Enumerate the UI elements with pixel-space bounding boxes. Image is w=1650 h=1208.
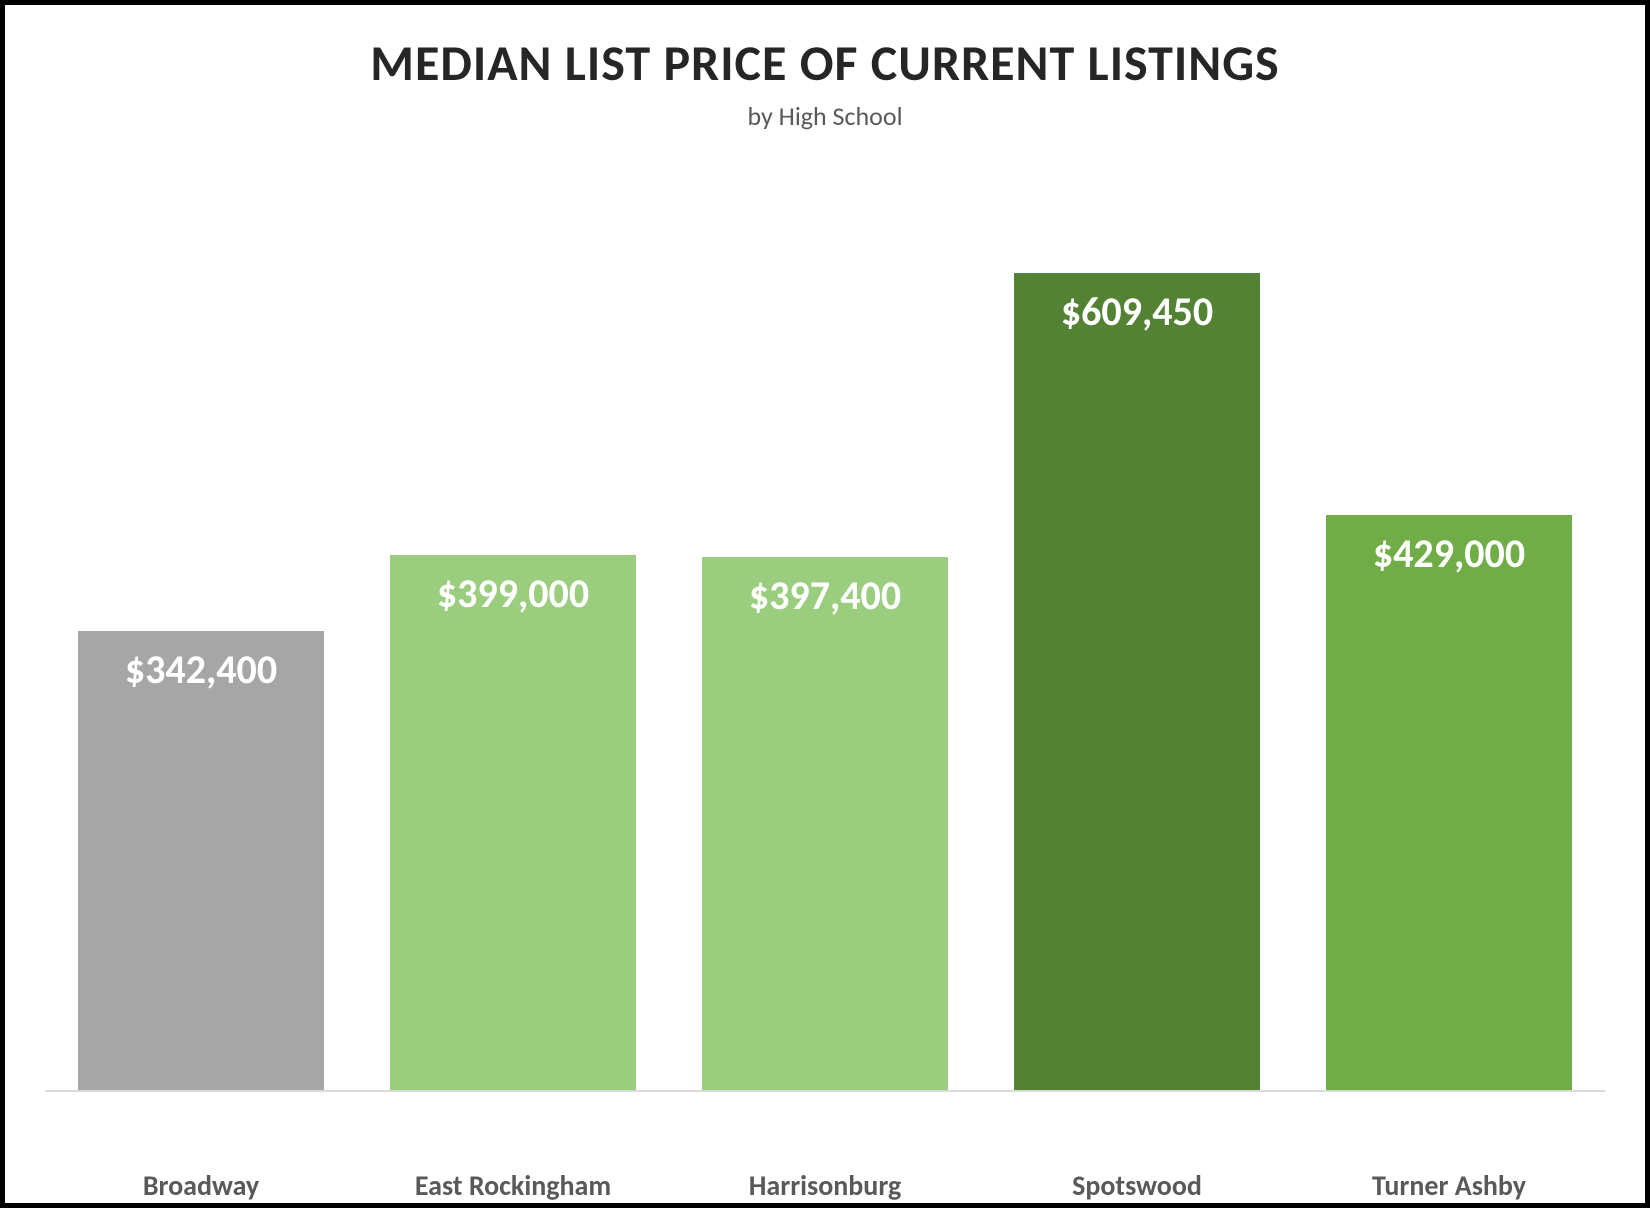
- bar: $609,450: [1014, 273, 1260, 1090]
- chart-frame: MEDIAN LIST PRICE OF CURRENT LISTINGS by…: [0, 0, 1650, 1208]
- chart-title: MEDIAN LIST PRICE OF CURRENT LISTINGS: [5, 33, 1645, 94]
- chart-header: MEDIAN LIST PRICE OF CURRENT LISTINGS by…: [5, 5, 1645, 132]
- bar-slot: $429,000: [1293, 515, 1605, 1090]
- plot-area: $342,400 $399,000 $397,400 $609,450 $429,000: [45, 152, 1605, 1092]
- x-axis-label: Harrisonburg: [669, 1168, 981, 1203]
- bar: $429,000: [1326, 515, 1572, 1090]
- bar: $399,000: [390, 555, 636, 1090]
- bar-value-label: $609,450: [1014, 287, 1260, 336]
- bar-value-label: $342,400: [78, 645, 324, 694]
- bar-slot: $609,450: [981, 273, 1293, 1090]
- bar-slot: $342,400: [45, 631, 357, 1090]
- x-axis-labels: BroadwayEast RockinghamHarrisonburgSpots…: [45, 1168, 1605, 1203]
- bars-container: $342,400 $399,000 $397,400 $609,450 $429,000: [45, 152, 1605, 1090]
- bar-value-label: $397,400: [702, 571, 948, 620]
- bar-slot: $397,400: [669, 557, 981, 1090]
- bar-slot: $399,000: [357, 555, 669, 1090]
- plot-wrap: $342,400 $399,000 $397,400 $609,450 $429,000: [45, 152, 1605, 1144]
- x-axis-label: East Rockingham: [357, 1168, 669, 1203]
- bar-value-label: $399,000: [390, 569, 636, 618]
- x-axis-label: Broadway: [45, 1168, 357, 1203]
- x-axis-label: Spotswood: [981, 1168, 1293, 1203]
- bar: $397,400: [702, 557, 948, 1090]
- x-axis-baseline: [45, 1090, 1605, 1092]
- bar-value-label: $429,000: [1326, 529, 1572, 578]
- bar: $342,400: [78, 631, 324, 1090]
- chart-subtitle: by High School: [5, 100, 1645, 132]
- x-axis-label: Turner Ashby: [1293, 1168, 1605, 1203]
